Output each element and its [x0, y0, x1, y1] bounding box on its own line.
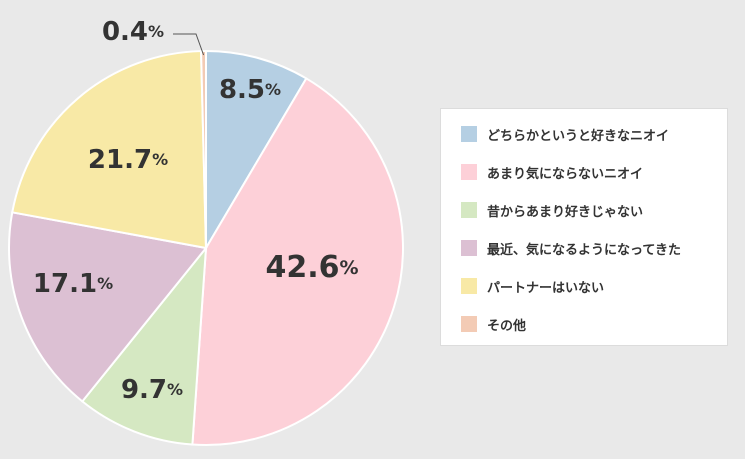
data-label: 42.6% [265, 250, 358, 285]
data-label: 9.7% [121, 375, 183, 405]
pie-slice [80, 244, 208, 446]
legend-swatch [461, 278, 477, 294]
data-label: 17.1% [33, 269, 113, 299]
pie-slice [205, 49, 308, 252]
legend-label: その他 [487, 318, 527, 334]
pie-slice [11, 50, 208, 250]
legend: どちらかというと好きなニオイ あまり気にならないニオイ 昔からあまり好きじゃない… [440, 108, 728, 346]
legend-swatch [461, 164, 477, 180]
legend-label: 最近、気になるようになってきた [487, 242, 681, 258]
legend-label: パートナーはいない [487, 280, 605, 296]
pie-slice [200, 49, 207, 249]
legend-item: あまり気にならないニオイ [461, 162, 643, 182]
legend-swatch [461, 240, 477, 256]
legend-item: パートナーはいない [461, 276, 604, 296]
legend-swatch [461, 126, 477, 142]
legend-item: その他 [461, 314, 526, 334]
legend-label: 昔からあまり好きじゃない [487, 204, 644, 220]
pie-slice [191, 77, 404, 446]
legend-item: 最近、気になるようになってきた [461, 238, 681, 258]
legend-label: あまり気にならないニオイ [487, 166, 644, 182]
legend-swatch [461, 316, 477, 332]
data-label: 0.4% [102, 17, 164, 47]
pie-slice [8, 211, 208, 403]
legend-item: どちらかというと好きなニオイ [461, 124, 669, 144]
legend-label: どちらかというと好きなニオイ [487, 128, 670, 144]
data-label: 21.7% [88, 145, 168, 175]
legend-swatch [461, 202, 477, 218]
data-label: 8.5% [219, 75, 281, 105]
legend-item: 昔からあまり好きじゃない [461, 200, 643, 220]
leader-line [173, 33, 205, 56]
